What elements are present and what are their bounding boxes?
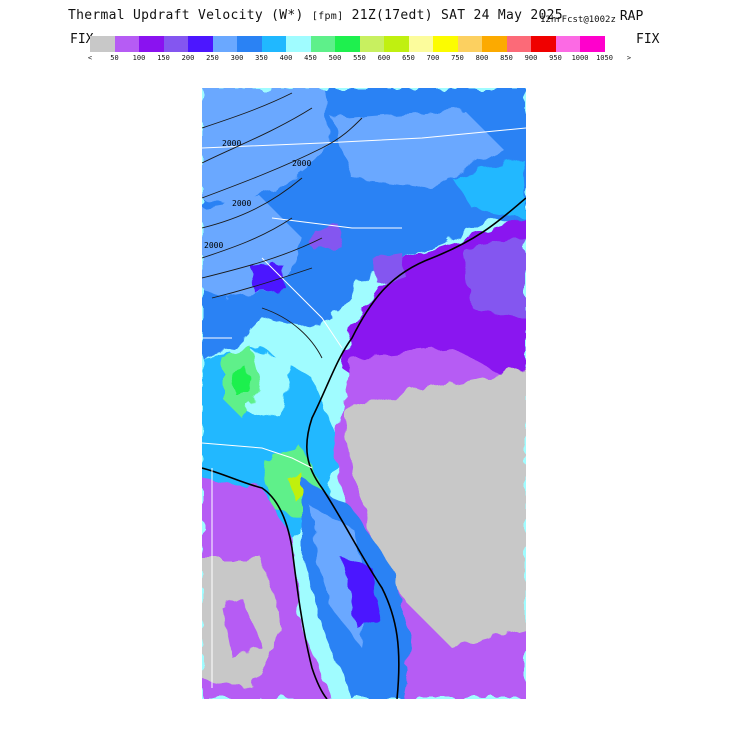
- legend-tick: 400: [279, 54, 293, 62]
- legend-swatch: [310, 36, 335, 52]
- shaded-field: [202, 88, 526, 699]
- legend-swatch: [457, 36, 482, 52]
- fix-left-label: FIX: [70, 32, 94, 47]
- contours: [202, 92, 363, 359]
- legend-tick: 350: [255, 54, 268, 62]
- legend-swatch: [580, 36, 605, 52]
- state-boundaries: [202, 127, 526, 688]
- legend-tick: 750: [451, 54, 464, 62]
- legend-tick: 950: [549, 54, 562, 62]
- legend-swatch: [90, 36, 115, 52]
- legend-tick: 600: [377, 54, 391, 62]
- legend-tick: 800: [475, 54, 489, 62]
- legend-tick: 500: [328, 54, 342, 62]
- legend-swatch: [286, 36, 311, 52]
- legend-tick: 550: [353, 54, 366, 62]
- coastline: [202, 197, 526, 699]
- legend-swatch: [531, 36, 556, 52]
- legend-swatch: [555, 36, 580, 52]
- legend-swatch: [506, 36, 531, 52]
- legend-tick: 1000: [571, 54, 589, 62]
- legend-swatch: [261, 36, 286, 52]
- legend-swatch: [237, 36, 262, 52]
- legend-swatch: [433, 36, 458, 52]
- legend-swatch: [139, 36, 164, 52]
- legend-tick: 250: [206, 54, 219, 62]
- legend-tick: 700: [426, 54, 440, 62]
- legend-swatch: [114, 36, 139, 52]
- fix-right-label: FIX: [636, 32, 660, 47]
- header: Thermal Updraft Velocity (W*) [fpm] 21Z(…: [0, 8, 729, 28]
- legend-tick: <: [87, 54, 93, 62]
- contour-label: 2000: [222, 139, 241, 148]
- contour-label: 2000: [232, 199, 251, 208]
- contour-label: 2000: [204, 241, 223, 250]
- legend-tick: >: [626, 54, 632, 62]
- legend-swatch: [359, 36, 384, 52]
- legend-tick: 200: [181, 54, 195, 62]
- forecast-map: 2000 2000 2000 2000: [202, 88, 526, 699]
- chart-title: Thermal Updraft Velocity (W*) [fpm] 21Z(…: [68, 8, 563, 23]
- legend-tick: 50: [110, 54, 119, 62]
- legend-swatch: [335, 36, 360, 52]
- legend-swatch: [384, 36, 409, 52]
- legend-tick: 900: [524, 54, 538, 62]
- legend-tick: 450: [304, 54, 317, 62]
- legend-swatch: [212, 36, 237, 52]
- legend-tick: 100: [132, 54, 146, 62]
- forecast-info: 12hrFcst@1002z RAP: [540, 9, 644, 25]
- color-scale-legend: [90, 36, 605, 52]
- legend-tick: 1050: [596, 54, 613, 62]
- legend-swatch: [163, 36, 188, 52]
- legend-swatch: [408, 36, 433, 52]
- legend-tick: 850: [500, 54, 513, 62]
- contour-label: 2000: [292, 159, 311, 168]
- contour-labels: 2000 2000 2000 2000: [204, 139, 311, 250]
- map-svg: 2000 2000 2000 2000: [202, 88, 526, 699]
- legend-swatch: [188, 36, 213, 52]
- legend-tick: 300: [230, 54, 244, 62]
- legend-tick: 150: [157, 54, 170, 62]
- legend-tick-labels: <50 100 150 200 250 300 350 400 450 500 550 600 650 7…: [86, 54, 646, 64]
- legend-swatch: [482, 36, 507, 52]
- legend-tick: 650: [402, 54, 415, 62]
